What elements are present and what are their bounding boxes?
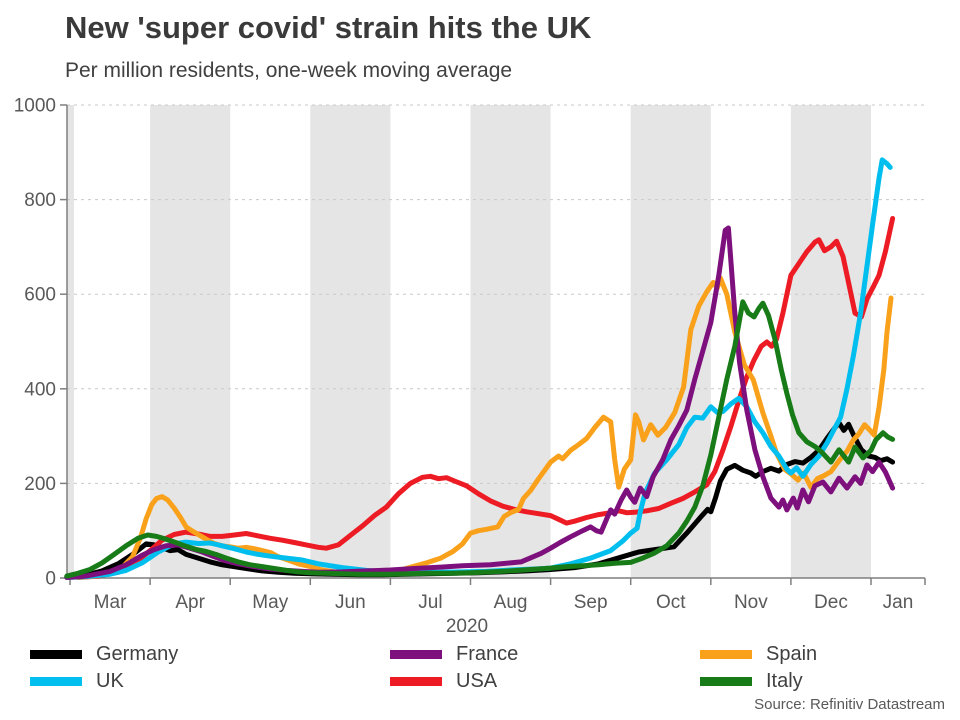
legend-label-spain: Spain bbox=[766, 643, 818, 665]
legend-item-germany: Germany bbox=[30, 641, 178, 668]
x-tick-label-mar: Mar bbox=[94, 592, 127, 613]
x-axis-year-label: 2020 bbox=[446, 616, 488, 637]
legend-item-france: France bbox=[390, 641, 518, 668]
x-tick-label-dec: Dec bbox=[814, 592, 848, 613]
legend-column-1: Germany UK bbox=[30, 641, 178, 695]
series-line-uk bbox=[64, 157, 893, 580]
x-tick-label-nov: Nov bbox=[734, 592, 768, 613]
x-tick-label-jun: Jun bbox=[335, 592, 366, 613]
shaded-band-jun bbox=[310, 105, 391, 578]
legend-swatch-spain bbox=[700, 650, 752, 659]
legend-item-uk: UK bbox=[30, 668, 178, 695]
y-tick-label-600: 600 bbox=[24, 285, 56, 306]
y-tick-label-200: 200 bbox=[24, 474, 56, 495]
legend-label-france: France bbox=[456, 643, 519, 665]
shaded-band-apr bbox=[150, 105, 231, 578]
x-tick-label-jan: Jan bbox=[883, 592, 914, 613]
source-note: Source: Refinitiv Datastream bbox=[754, 696, 945, 713]
legend-column-2: France USA bbox=[390, 641, 518, 695]
y-tick-label-0: 0 bbox=[45, 569, 56, 590]
legend-swatch-germany bbox=[30, 650, 82, 659]
y-tick-label-800: 800 bbox=[24, 190, 56, 211]
legend-label-uk: UK bbox=[96, 670, 124, 692]
x-tick-label-jul: Jul bbox=[418, 592, 442, 613]
x-tick-label-apr: Apr bbox=[175, 592, 205, 613]
x-tick-label-may: May bbox=[252, 592, 288, 613]
series-line-usa bbox=[75, 216, 896, 580]
x-tick-label-sep: Sep bbox=[574, 592, 608, 613]
shaded-band-feb bbox=[67, 105, 74, 578]
legend-swatch-usa bbox=[390, 677, 442, 686]
legend-item-italy: Italy bbox=[700, 668, 817, 695]
x-tick-label-aug: Aug bbox=[494, 592, 528, 613]
legend-column-3: Spain Italy bbox=[700, 641, 817, 695]
shaded-band-dec bbox=[790, 105, 871, 578]
legend-swatch-uk bbox=[30, 677, 82, 686]
legend-swatch-france bbox=[390, 650, 442, 659]
legend-swatch-italy bbox=[700, 677, 752, 686]
y-tick-label-1000: 1000 bbox=[14, 96, 56, 117]
page-subtitle: Per million residents, one-week moving a… bbox=[65, 59, 513, 82]
legend-label-italy: Italy bbox=[766, 670, 803, 692]
legend-item-usa: USA bbox=[390, 668, 518, 695]
series-line-italy bbox=[64, 299, 896, 579]
y-tick-label-400: 400 bbox=[24, 379, 56, 400]
page-title: New 'super covid' strain hits the UK bbox=[65, 10, 592, 45]
legend-label-usa: USA bbox=[456, 670, 498, 692]
legend-label-germany: Germany bbox=[96, 643, 179, 665]
legend-item-spain: Spain bbox=[700, 641, 817, 668]
x-tick-label-oct: Oct bbox=[656, 592, 686, 613]
